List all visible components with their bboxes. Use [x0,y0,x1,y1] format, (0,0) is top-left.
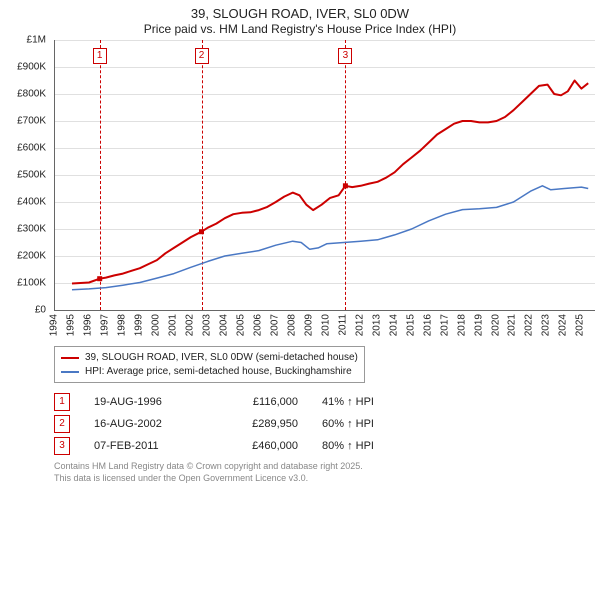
event-row: 1 19-AUG-1996 £116,000 41% ↑ HPI [54,393,590,411]
y-tick-label: £800K [10,89,46,100]
series-hpi [72,186,588,290]
x-tick-label: 2015 [405,314,416,336]
x-tick-label: 1995 [65,314,76,336]
x-tick-label: 2003 [201,314,212,336]
event-row: 2 16-AUG-2002 £289,950 60% ↑ HPI [54,415,590,433]
event-date: 16-AUG-2002 [94,418,194,430]
x-tick-label: 2018 [456,314,467,336]
x-tick-label: 2024 [558,314,569,336]
x-tick-label: 2013 [371,314,382,336]
x-tick-label: 1999 [133,314,144,336]
x-tick-label: 2017 [439,314,450,336]
y-tick-label: £300K [10,224,46,235]
event-date: 07-FEB-2011 [94,440,194,452]
x-tick-label: 2008 [286,314,297,336]
legend-label: HPI: Average price, semi-detached house,… [85,365,352,379]
event-pct: 80% ↑ HPI [322,440,412,452]
x-tick-label: 2012 [354,314,365,336]
x-tick-label: 2001 [167,314,178,336]
x-tick-label: 1996 [82,314,93,336]
event-number: 3 [54,437,70,455]
footer-line1: Contains HM Land Registry data © Crown c… [54,461,590,472]
x-tick-label: 2020 [490,314,501,336]
x-tick-label: 2009 [303,314,314,336]
plot-region: 123 [54,40,595,311]
legend-swatch [61,371,79,373]
y-tick-label: £0 [10,305,46,316]
footer: Contains HM Land Registry data © Crown c… [54,461,590,484]
y-tick-label: £500K [10,170,46,181]
events-table: 1 19-AUG-1996 £116,000 41% ↑ HPI 2 16-AUG-200… [54,393,590,455]
x-tick-label: 1994 [49,314,60,336]
y-tick-label: £900K [10,62,46,73]
x-tick-label: 1997 [99,314,110,336]
y-tick-label: £400K [10,197,46,208]
event-price: £460,000 [218,440,298,452]
event-number: 1 [54,393,70,411]
event-price: £116,000 [218,396,298,408]
x-tick-label: 2011 [337,314,348,336]
event-point-marker [97,276,102,281]
event-number: 2 [54,415,70,433]
x-tick-label: 2010 [320,314,331,336]
x-tick-label: 2007 [269,314,280,336]
y-tick-label: £200K [10,251,46,262]
chart-title-line2: Price paid vs. HM Land Registry's House … [10,22,590,36]
legend: 39, SLOUGH ROAD, IVER, SL0 0DW (semi-det… [54,346,365,383]
x-tick-label: 2022 [524,314,535,336]
x-tick-label: 2000 [150,314,161,336]
x-tick-label: 2005 [235,314,246,336]
footer-line2: This data is licensed under the Open Gov… [54,473,590,484]
series-svg [55,40,595,310]
event-row: 3 07-FEB-2011 £460,000 80% ↑ HPI [54,437,590,455]
y-tick-label: £100K [10,278,46,289]
legend-swatch [61,357,79,359]
x-tick-label: 2004 [218,314,229,336]
event-point-marker [199,229,204,234]
event-pct: 41% ↑ HPI [322,396,412,408]
y-tick-label: £700K [10,116,46,127]
event-pct: 60% ↑ HPI [322,418,412,430]
x-tick-label: 2021 [507,314,518,336]
event-date: 19-AUG-1996 [94,396,194,408]
legend-label: 39, SLOUGH ROAD, IVER, SL0 0DW (semi-det… [85,351,358,365]
y-tick-label: £1M [10,35,46,46]
event-point-marker [343,184,348,189]
x-tick-label: 2006 [252,314,263,336]
x-tick-label: 2019 [473,314,484,336]
x-tick-label: 1998 [116,314,127,336]
chart-title-line1: 39, SLOUGH ROAD, IVER, SL0 0DW [10,6,590,22]
legend-row: HPI: Average price, semi-detached house,… [61,365,358,379]
y-tick-label: £600K [10,143,46,154]
x-tick-label: 2002 [184,314,195,336]
x-tick-label: 2023 [541,314,552,336]
x-tick-label: 2014 [388,314,399,336]
event-price: £289,950 [218,418,298,430]
series-price_paid [72,81,588,284]
legend-row: 39, SLOUGH ROAD, IVER, SL0 0DW (semi-det… [61,351,358,365]
x-tick-label: 2016 [422,314,433,336]
x-tick-label: 2025 [575,314,586,336]
chart-area: 123 £0 £100K £200K £300K £400K £500K £600K £700K… [10,40,594,344]
